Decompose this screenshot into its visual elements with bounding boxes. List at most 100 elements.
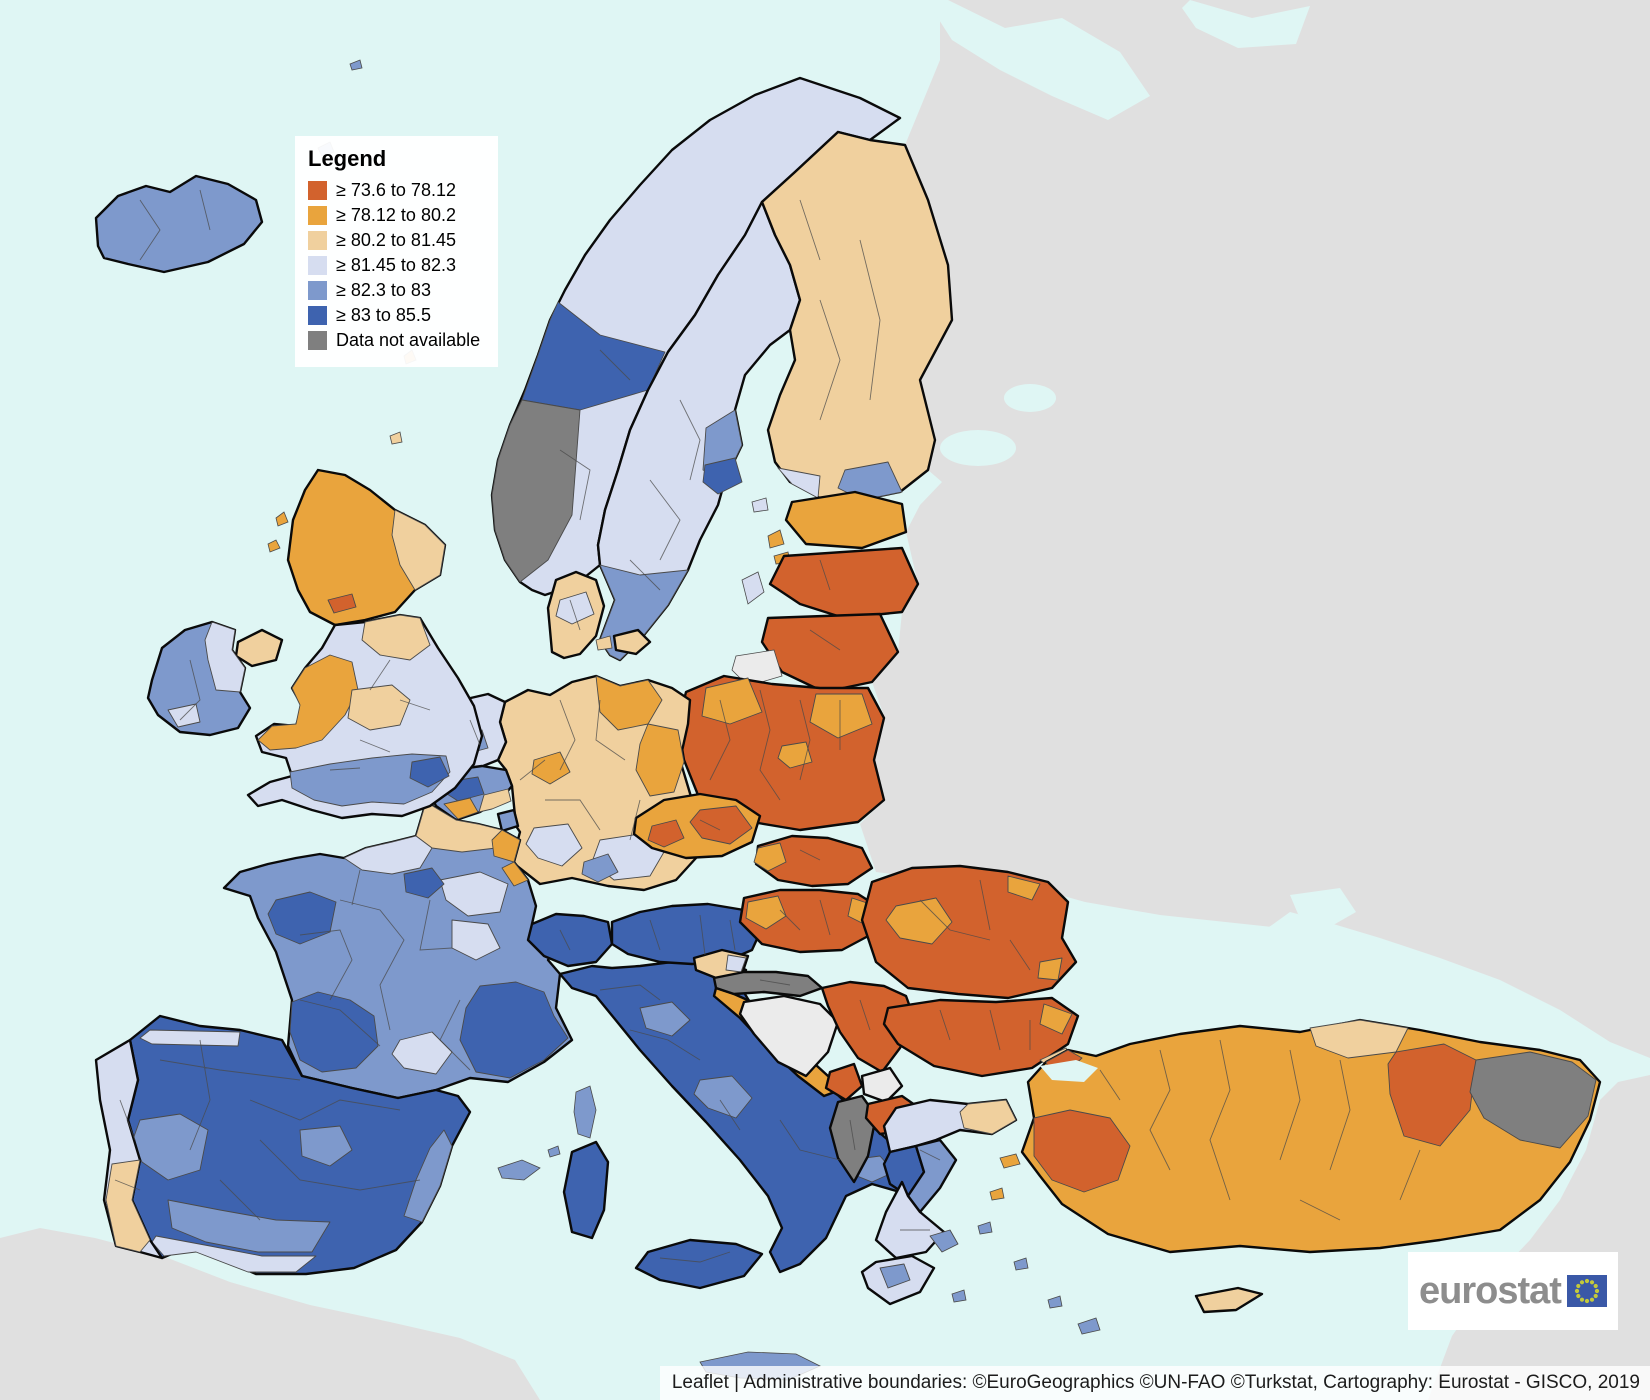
eurostat-logo-text: eurostat: [1419, 1269, 1562, 1312]
legend-swatch-83-85.5: [308, 306, 327, 325]
region-estonia[interactable]: [784, 490, 908, 550]
legend-row: ≥ 81.45 to 82.3: [308, 255, 480, 276]
region-denmark-funen[interactable]: [595, 635, 613, 651]
white-sea: [934, 0, 1150, 120]
region-bulgaria-northeast[interactable]: [1039, 1003, 1073, 1035]
region-bosnia-herzegovina: [738, 994, 840, 1078]
region-turkey-northeast-no-data[interactable]: [1469, 1051, 1597, 1149]
legend-row: ≥ 73.6 to 78.12: [308, 180, 480, 201]
legend-swatch-73.6-78.12: [308, 181, 327, 200]
legend-label: Data not available: [336, 330, 481, 350]
region-corsica[interactable]: [573, 1085, 597, 1139]
region-germany-east-orange[interactable]: [531, 675, 685, 797]
region-croatia-north-no-data[interactable]: [712, 970, 824, 998]
region-finland-south[interactable]: [837, 461, 903, 501]
region-belgium-hainaut[interactable]: [443, 797, 479, 820]
region-france-lavender-patches[interactable]: [343, 835, 509, 1075]
region-montenegro[interactable]: [824, 1062, 864, 1102]
region-germany-south-blue[interactable]: [581, 853, 619, 883]
eurostat-logo: eurostat: [1408, 1252, 1618, 1330]
map-legend: Legend ≥ 73.6 to 78.12 ≥ 78.12 to 80.2 ≥…: [295, 136, 499, 367]
region-france-darkblue-patches[interactable]: [267, 867, 569, 1079]
region-czechia-east[interactable]: [647, 805, 753, 848]
region-glasgow[interactable]: [327, 593, 357, 614]
region-cyprus[interactable]: [1194, 1286, 1264, 1314]
region-jan-mayen[interactable]: [349, 59, 363, 71]
lake-onega: [1004, 384, 1056, 412]
region-bratislava[interactable]: [753, 842, 787, 872]
region-sardinia[interactable]: [562, 1140, 610, 1240]
land-north-africa: [0, 1228, 540, 1400]
region-switzerland[interactable]: [526, 912, 614, 968]
region-orkney[interactable]: [389, 431, 403, 445]
legend-row: ≥ 82.3 to 83: [308, 280, 480, 301]
legend-row: Data not available: [308, 330, 480, 351]
region-kaliningrad: [731, 649, 783, 687]
nuts-region-boundaries: [114, 189, 1421, 1263]
region-luxembourg[interactable]: [496, 808, 520, 833]
region-castilla-mancha[interactable]: [299, 1125, 353, 1167]
region-norway-west-no-data[interactable]: [491, 399, 581, 583]
region-aegean-islands[interactable]: [951, 1221, 1063, 1309]
region-france-alsace-lorraine[interactable]: [491, 829, 529, 887]
region-slovakia[interactable]: [754, 834, 874, 888]
legend-swatch-80.2-81.45: [308, 231, 327, 250]
region-austria[interactable]: [610, 902, 764, 966]
eu-flag-icon: [1566, 1275, 1607, 1307]
sea-of-marmara: [1040, 1060, 1098, 1082]
region-serbia[interactable]: [820, 980, 916, 1074]
region-ireland-east[interactable]: [167, 621, 246, 728]
region-spain-north-coast[interactable]: [139, 1029, 241, 1047]
region-belgium-east[interactable]: [478, 788, 512, 813]
region-andalusia-south[interactable]: [151, 1235, 317, 1273]
region-greece-central[interactable]: [906, 1138, 958, 1214]
attribution-text: Leaflet | Administrative boundaries: ©Eu…: [671, 1372, 1640, 1393]
region-greece-thrace[interactable]: [959, 1099, 1017, 1135]
region-attica[interactable]: [929, 1229, 959, 1253]
region-kosovo: [860, 1066, 904, 1104]
region-aland[interactable]: [751, 497, 769, 513]
legend-row: ≥ 83 to 85.5: [308, 305, 480, 326]
region-wales-northwest-england[interactable]: [257, 654, 359, 751]
legend-title: Legend: [308, 146, 387, 171]
legend-swatch-81.45-82.3: [308, 256, 327, 275]
region-denmark-zealand[interactable]: [612, 628, 652, 656]
region-alentejo[interactable]: [105, 1159, 151, 1253]
legend-label: ≥ 82.3 to 83: [336, 280, 431, 300]
sea-of-azov: [1290, 888, 1356, 928]
region-iceland[interactable]: [94, 174, 264, 274]
barents-inlet: [1182, 0, 1310, 48]
region-london[interactable]: [409, 756, 450, 788]
region-valencia-murcia[interactable]: [403, 1129, 453, 1223]
legend-swatch-82.3-83: [308, 281, 327, 300]
region-scotland-east[interactable]: [391, 509, 446, 591]
land-eastern-europe-russia: [860, 0, 1650, 1062]
region-romania-orange-patches[interactable]: [885, 875, 1063, 981]
region-sicily[interactable]: [634, 1238, 764, 1290]
attribution-bar[interactable]: Leaflet | Administrative boundaries: ©Eu…: [659, 1366, 1650, 1400]
region-poland-orange-patches[interactable]: [701, 677, 873, 769]
region-stockholm[interactable]: [702, 457, 743, 495]
legend-swatch-no-data: [308, 331, 327, 350]
region-balearic-islands[interactable]: [497, 1145, 561, 1181]
legend-label: ≥ 78.12 to 80.2: [336, 205, 456, 225]
region-lesbos[interactable]: [999, 1153, 1021, 1169]
region-england-south[interactable]: [289, 753, 451, 807]
region-hebrides[interactable]: [267, 511, 289, 553]
region-denmark-mid[interactable]: [555, 591, 595, 625]
region-romania[interactable]: [860, 864, 1078, 1000]
legend-label: ≥ 80.2 to 81.45: [336, 230, 456, 250]
region-gotland[interactable]: [741, 571, 765, 605]
region-chios[interactable]: [989, 1187, 1005, 1201]
region-peloponnese-west[interactable]: [879, 1263, 911, 1289]
legend-swatch-78.12-80.2: [308, 206, 327, 225]
region-turkey-east[interactable]: [1387, 1043, 1477, 1147]
region-rhodes[interactable]: [1077, 1317, 1101, 1335]
region-turkey-izmir[interactable]: [1033, 1109, 1131, 1193]
region-england-tan-patches[interactable]: [347, 614, 431, 731]
lake-ladoga: [940, 430, 1016, 466]
legend-label: ≥ 81.45 to 82.3: [336, 255, 456, 275]
region-andalusia-north[interactable]: [167, 1199, 331, 1253]
